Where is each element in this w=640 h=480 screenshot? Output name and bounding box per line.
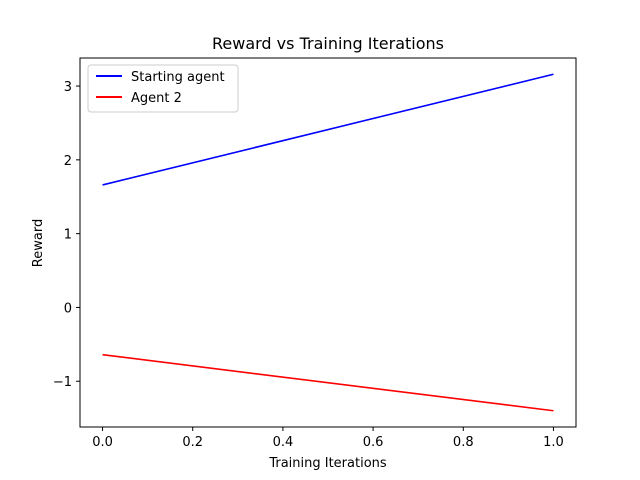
- y-tick-label: 2: [64, 154, 72, 169]
- x-tick-label: 1.0: [543, 435, 564, 450]
- y-axis-label: Reward: [31, 219, 46, 267]
- series-line-starting-agent: [102, 73, 554, 186]
- x-tick-label: 0.6: [363, 435, 384, 450]
- x-axis-ticks: 0.0 0.2 0.4 0.6 0.8 1.0: [92, 427, 564, 450]
- legend-label-agent-2: Agent 2: [131, 91, 182, 106]
- legend: Starting agent Agent 2: [87, 64, 239, 113]
- x-tick-label: 0.4: [273, 435, 294, 450]
- plot-lines: [102, 73, 554, 412]
- y-tick-label: −1: [53, 375, 72, 390]
- series-line-agent-2: [102, 353, 554, 412]
- x-tick-label: 0.8: [453, 435, 474, 450]
- x-tick-label: 0.2: [182, 435, 203, 450]
- y-tick-label: 3: [64, 80, 72, 95]
- y-tick-label: 1: [64, 228, 72, 243]
- legend-label-starting-agent: Starting agent: [131, 70, 225, 85]
- chart-title: Reward vs Training Iterations: [212, 34, 444, 53]
- y-tick-label: 0: [64, 301, 72, 316]
- x-axis-label: Training Iterations: [268, 456, 387, 471]
- plot-frame: [79, 57, 577, 428]
- x-tick-label: 0.0: [92, 435, 113, 450]
- y-axis-ticks: −1 0 1 2 3: [53, 80, 80, 390]
- legend-box: [87, 64, 239, 113]
